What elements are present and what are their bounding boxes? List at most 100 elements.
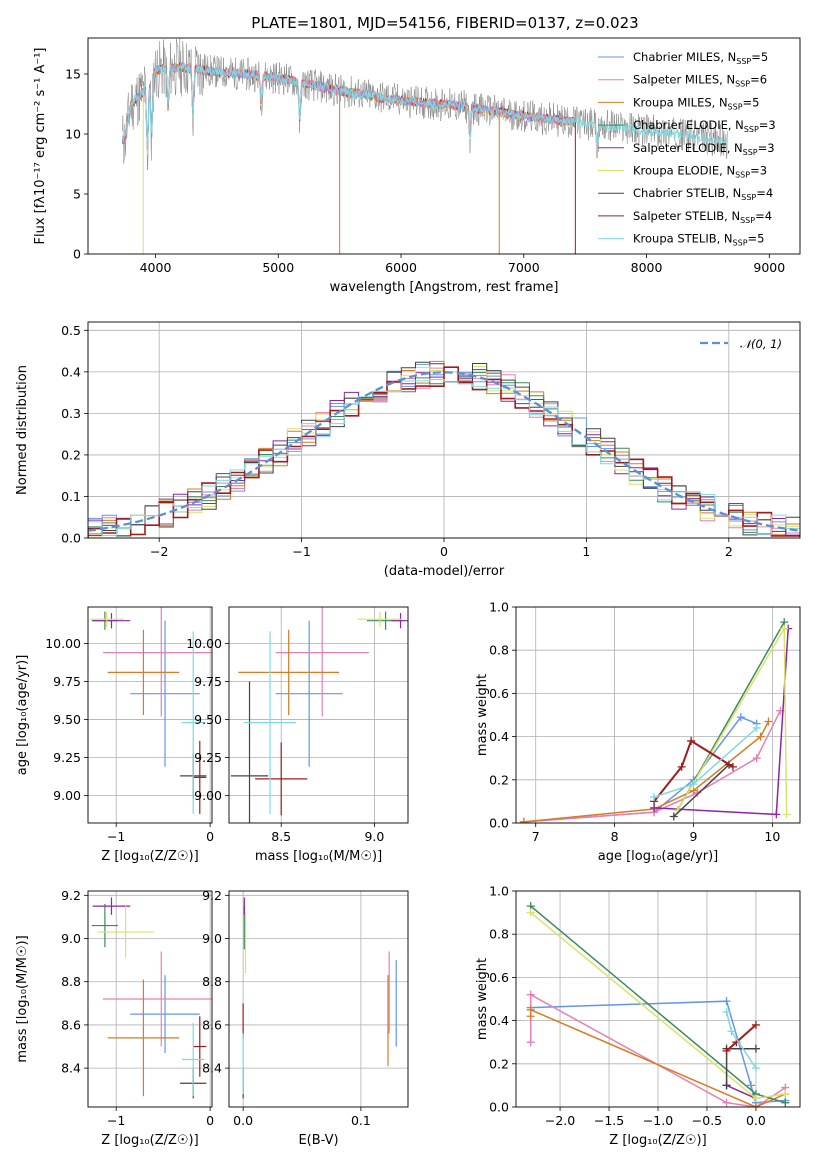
x-tick-label: 1 xyxy=(582,544,590,559)
figure-title: PLATE=1801, MJD=54156, FIBERID=0137, z=0… xyxy=(251,14,638,32)
y-axis-label: Flux [fλ10⁻¹⁷ erg cm⁻² s⁻¹ A⁻¹] xyxy=(33,48,48,245)
y-tick-label: 0.3 xyxy=(61,406,81,421)
y-tick-label: 8.4 xyxy=(61,1061,81,1076)
y-tick-label: 9.00 xyxy=(53,788,81,803)
y-tick-label: 0.4 xyxy=(489,1013,509,1028)
x-tick-label: −1 xyxy=(107,829,125,844)
y-tick-label: 0.4 xyxy=(489,729,509,744)
ebv-plot-area xyxy=(242,897,397,1099)
marker-kroupa_elodie xyxy=(782,810,791,819)
y-axis-label: Normed distribution xyxy=(15,365,30,495)
y-tick-label: 0.8 xyxy=(489,643,509,658)
y-tick-label: 9.50 xyxy=(194,712,222,727)
x-tick-label: 7000 xyxy=(508,260,540,275)
axes-frame xyxy=(228,890,409,1108)
legend-entry: Salpeter ELODIE, NSSP=3 xyxy=(633,141,775,157)
marker-kroupa_elodie xyxy=(751,1094,760,1103)
marker-kroupa_stelib xyxy=(752,723,761,732)
marker-chabrier_stelib xyxy=(751,1044,760,1053)
marker-salpeter_miles xyxy=(526,1038,535,1047)
legend-entry: Kroupa STELIB, NSSP=5 xyxy=(633,232,764,248)
x-tick-label: 10 xyxy=(764,829,780,844)
mass_vs_Z-panel: −1 0 8.4 8.6 8.8 9.0 9.2 Z [log₁₀(Z/Z☉)] mass [l… xyxy=(15,888,214,1148)
y-tick-label: 8.6 xyxy=(61,1017,81,1032)
y-tick-label: 10.00 xyxy=(186,636,222,651)
ebv-panel: 0.0 0.1 8.4 8.6 8.8 9.0 9.2 E(B-V) xyxy=(202,888,409,1148)
x-axis-label: E(B-V) xyxy=(298,1133,338,1148)
axes-frame xyxy=(87,37,801,255)
legend-entry: Salpeter MILES, NSSP=6 xyxy=(633,73,767,89)
y-tick-label: 10.00 xyxy=(45,636,81,651)
series-salpeter_elodie xyxy=(726,1084,757,1100)
weight_vs_Z-panel: −2.0 −1.5 −1.0 −0.5 0.0 0.0 0.2 0.4 0.6 0.8 1.0 Z [… xyxy=(475,884,801,1148)
x-axis-label: Z [log₁₀(Z/Z☉)] xyxy=(609,1133,706,1148)
age_vs_mass-panel: 8.5 9.0 9.00 9.25 9.50 9.75 10.00 mass [log₁₀(M… xyxy=(186,606,409,864)
x-tick-label: −1 xyxy=(107,1113,125,1128)
y-tick-label: 9.00 xyxy=(194,788,222,803)
marker-kroupa_stelib xyxy=(722,1007,731,1016)
marker-salpeter_miles xyxy=(722,1098,731,1107)
x-tick-label: 8000 xyxy=(631,260,663,275)
y-tick-label: 9.50 xyxy=(53,712,81,727)
x-tick-label: 0 xyxy=(440,544,448,559)
axes-frame xyxy=(87,606,213,824)
marker-salpeter_elodie xyxy=(772,810,781,819)
marker-chabrier_miles xyxy=(747,1081,756,1090)
y-tick-label: 0.2 xyxy=(61,447,81,462)
axes-frame xyxy=(87,890,213,1108)
x-tick-label: 0 xyxy=(206,829,214,844)
marker-chabrier_elodie xyxy=(781,1098,790,1107)
y-tick-label: 0.0 xyxy=(489,816,509,831)
legend-entry: 𝒩(0, 1) xyxy=(740,337,782,351)
marker-kroupa_miles xyxy=(519,817,528,823)
legend-entry: Chabrier ELODIE, NSSP=3 xyxy=(633,118,776,134)
x-axis-label: Z [log₁₀(Z/Z☉)] xyxy=(101,849,198,864)
x-tick-label: −2 xyxy=(150,544,168,559)
marker-kroupa_miles xyxy=(756,732,765,741)
marker-kroupa_miles xyxy=(526,1005,535,1014)
spectrum-legend: Chabrier MILES, NSSP=5 Salpeter MILES, NS… xyxy=(598,50,776,248)
y-tick-label: 9.75 xyxy=(194,674,222,689)
legend-entry: Chabrier STELIB, NSSP=4 xyxy=(633,186,773,202)
y-tick-label: 0.1 xyxy=(61,489,81,504)
y-tick-label: 0.6 xyxy=(489,970,509,985)
x-tick-label: 7 xyxy=(532,829,540,844)
x-tick-label: −1.5 xyxy=(594,1113,624,1128)
x-tick-label: −2.0 xyxy=(545,1113,575,1128)
marker-salpeter_miles xyxy=(526,990,535,999)
weight_vs_age-panel: 7 8 9 10 0.0 0.2 0.4 0.6 0.8 1.0 age [log₁₀(age/yr… xyxy=(475,600,801,864)
series-salpeter_stelib xyxy=(653,739,734,803)
marker-salpeter_stelib xyxy=(687,736,696,745)
marker-kroupa_stelib xyxy=(727,1027,736,1036)
axes-frame xyxy=(515,606,801,824)
x-tick-label: 4000 xyxy=(140,260,172,275)
x-tick-label: −0.5 xyxy=(692,1113,722,1128)
x-axis-label: mass [log₁₀(M/M☉)] xyxy=(255,849,382,864)
marker-chabrier_stelib xyxy=(722,1081,731,1090)
legend-entry: Salpeter STELIB, NSSP=4 xyxy=(633,209,772,225)
y-tick-label: 9.0 xyxy=(61,931,81,946)
y-tick-label: 9.2 xyxy=(202,888,222,903)
marker-kroupa_stelib xyxy=(751,1064,760,1073)
marker-chabrier_miles xyxy=(736,713,745,722)
marker-salpeter_stelib xyxy=(722,1046,731,1055)
y-tick-label: 5 xyxy=(73,187,81,202)
residuals-plot-area xyxy=(88,360,800,538)
x-axis-label: (data-model)/error xyxy=(384,564,505,579)
marker-kroupa_stelib xyxy=(689,780,698,789)
axes-frame xyxy=(228,606,409,824)
x-tick-label: 8 xyxy=(611,829,619,844)
x-tick-label: 6000 xyxy=(385,260,417,275)
marker-salpeter_stelib xyxy=(677,762,686,771)
x-tick-label: 8.5 xyxy=(271,829,291,844)
y-tick-label: 9.75 xyxy=(53,674,81,689)
x-tick-label: 0.0 xyxy=(746,1113,766,1128)
age_vs_mass-plot-area xyxy=(230,607,408,823)
age_vs_Z-panel: −1 0 9.00 9.25 9.50 9.75 10.00 Z [log₁₀(Z/Z☉)] a… xyxy=(15,606,214,864)
x-axis-label: age [log₁₀(age/yr)] xyxy=(598,849,719,864)
y-tick-label: 0.5 xyxy=(61,323,81,338)
spectrum-panel: 4000 5000 6000 7000 8000 9000 0 5 10 15 wavelength… xyxy=(33,37,801,295)
axes-frame xyxy=(87,321,801,539)
age_vs_Z-plot-area xyxy=(89,607,212,814)
spectrum-plot-area xyxy=(121,38,728,254)
